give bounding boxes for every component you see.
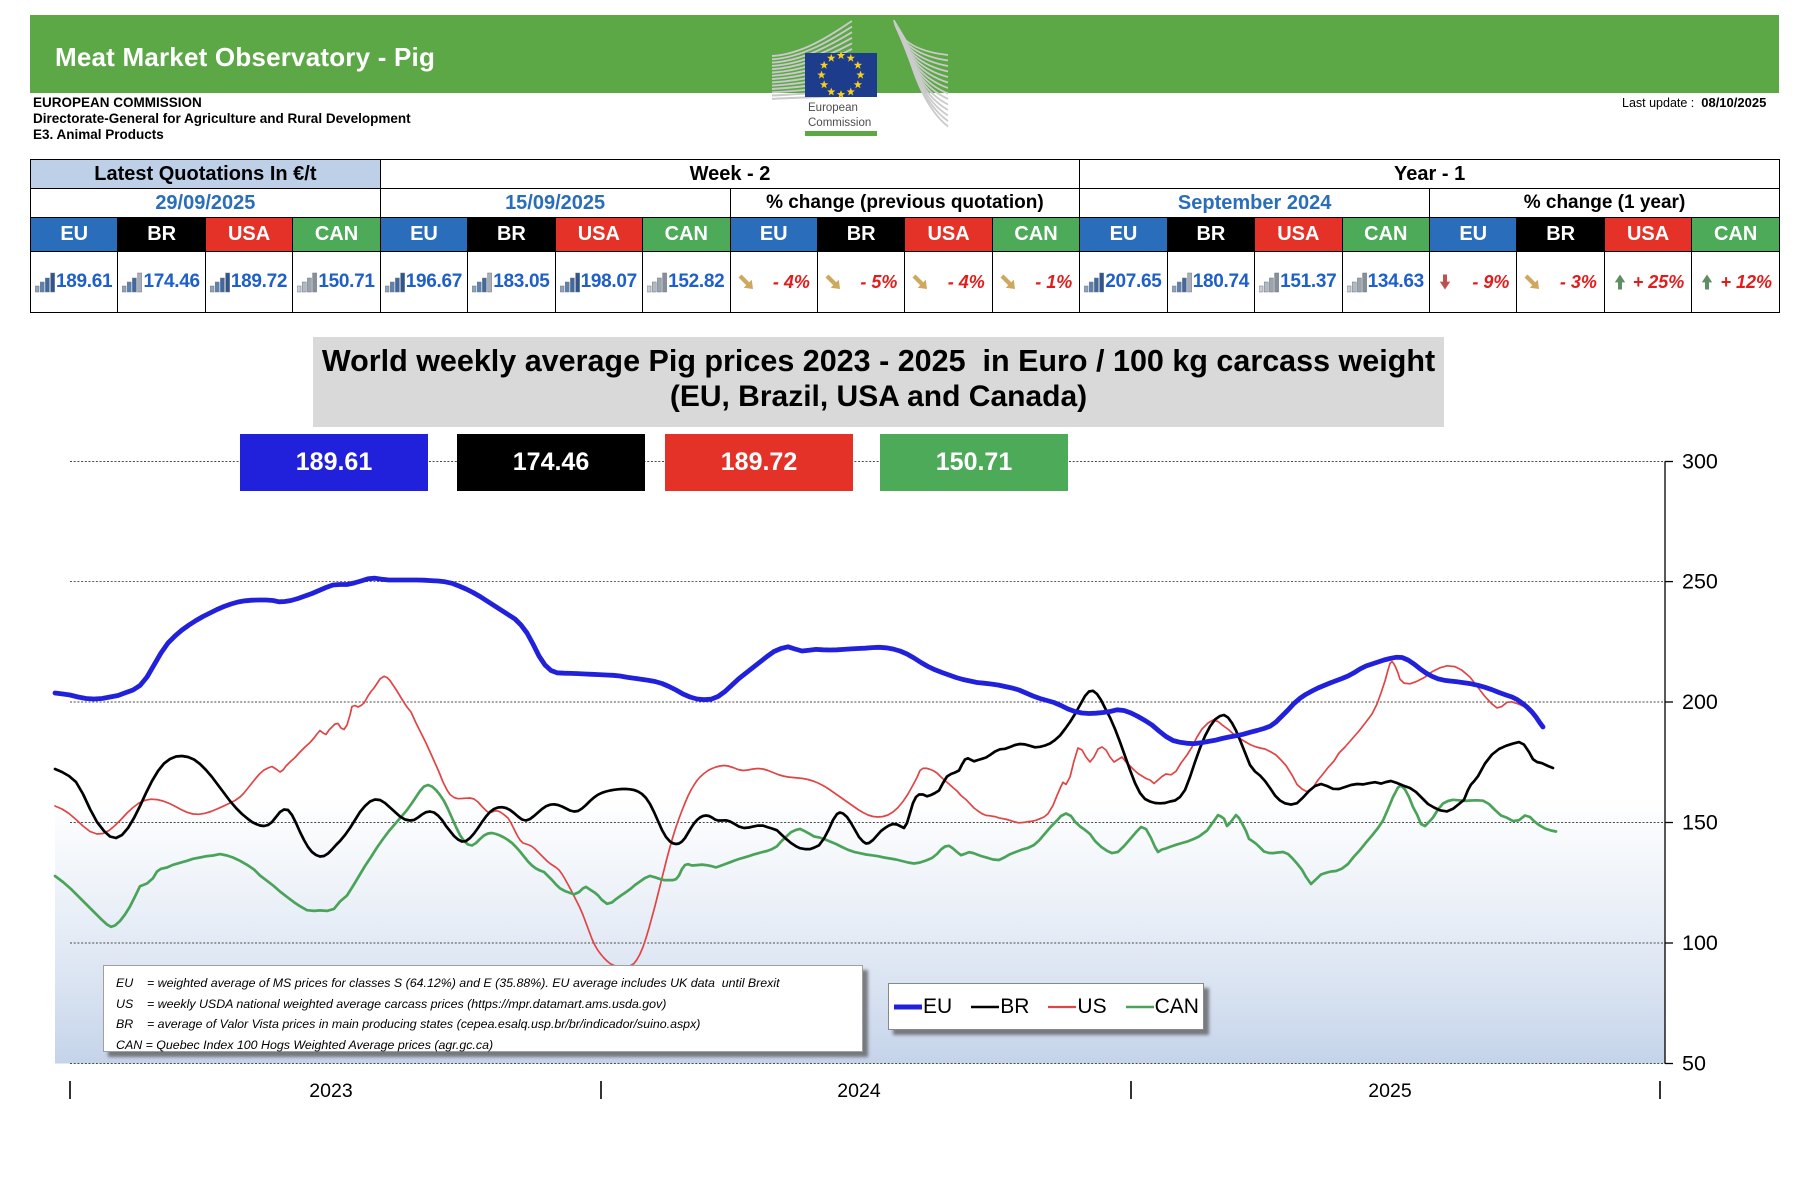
svg-text:50: 50 bbox=[1682, 1052, 1706, 1076]
svg-text:2025: 2025 bbox=[1368, 1080, 1412, 1102]
svg-text:300: 300 bbox=[1682, 450, 1718, 474]
svg-text:Commission: Commission bbox=[808, 117, 871, 129]
svg-text:European: European bbox=[808, 102, 858, 114]
svg-text:200: 200 bbox=[1682, 690, 1718, 714]
svg-text:250: 250 bbox=[1682, 570, 1718, 594]
svg-text:150: 150 bbox=[1682, 811, 1718, 835]
svg-text:2023: 2023 bbox=[309, 1080, 352, 1102]
svg-text:100: 100 bbox=[1682, 931, 1718, 955]
svg-text:2024: 2024 bbox=[837, 1080, 881, 1102]
